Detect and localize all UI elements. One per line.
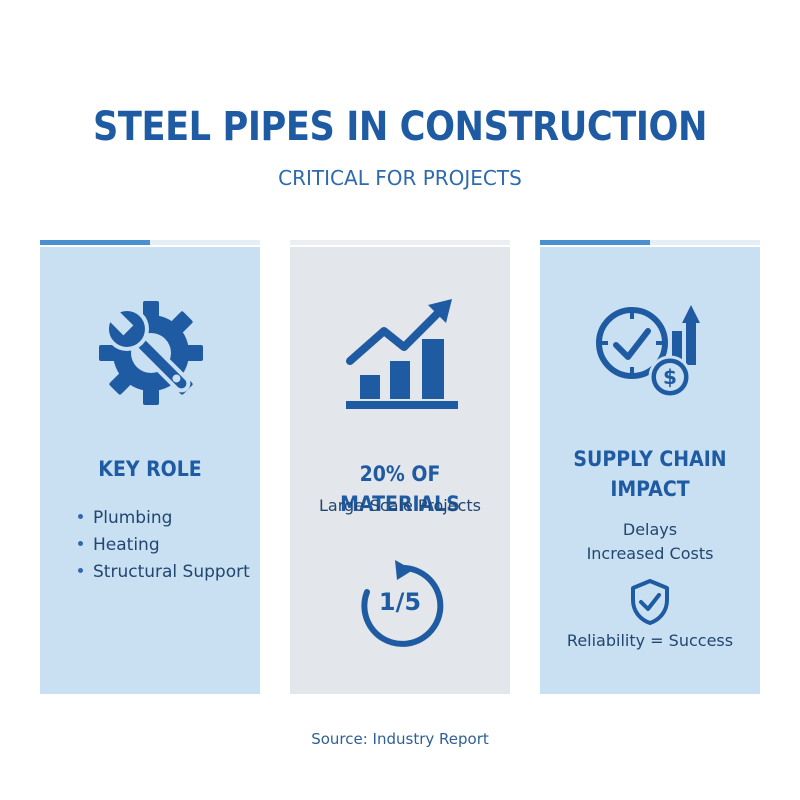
supply-chain-heading-line1: SUPPLY CHAIN <box>573 447 727 471</box>
materials-heading: 20% OF MATERIALS <box>340 462 460 516</box>
gear-wrench-icon <box>99 301 203 405</box>
key-role-list: Plumbing Heating Structural Support <box>78 505 250 586</box>
page-title: STEEL PIPES IN CONSTRUCTION <box>92 104 707 150</box>
svg-text:$: $ <box>663 365 677 389</box>
panel-top-bar <box>40 240 260 245</box>
panel-body: KEY ROLE Plumbing Heating Structural Sup… <box>40 247 260 694</box>
list-item: Heating <box>78 532 250 559</box>
panel-body: 20% OF MATERIALS Large-Scale Projects 1/… <box>290 247 510 694</box>
page-subtitle: CRITICAL FOR PROJECTS <box>278 166 522 190</box>
panel-body: $ SUPPLY CHAIN IMPACT Delays Increased C… <box>540 247 760 694</box>
list-item: Plumbing <box>78 505 250 532</box>
key-role-panel: KEY ROLE Plumbing Heating Structural Sup… <box>40 240 260 694</box>
circular-arrow-icon <box>361 560 444 647</box>
materials-panel: 20% OF MATERIALS Large-Scale Projects 1/… <box>290 240 510 694</box>
reliability-line: Reliability = Success <box>566 631 734 650</box>
supply-chain-heading-line2: IMPACT <box>610 477 690 501</box>
fraction-value: 1/5 <box>378 588 422 616</box>
bar-chart-growth-icon <box>346 299 458 409</box>
panel-top-bar <box>290 240 510 245</box>
panel-top-bar <box>540 240 760 245</box>
list-item: Structural Support <box>78 559 250 586</box>
materials-subheading: Large-Scale Projects <box>319 496 481 515</box>
key-role-heading: KEY ROLE <box>98 457 202 481</box>
supply-chain-line: Delays <box>622 520 678 539</box>
shield-check-icon <box>631 579 669 625</box>
clock-dollar-arrow-icon: $ <box>596 305 700 399</box>
supply-chain-line: Increased Costs <box>586 544 714 563</box>
source-note: Source: Industry Report <box>311 730 489 748</box>
supply-chain-panel: $ SUPPLY CHAIN IMPACT Delays Increased C… <box>540 240 760 694</box>
